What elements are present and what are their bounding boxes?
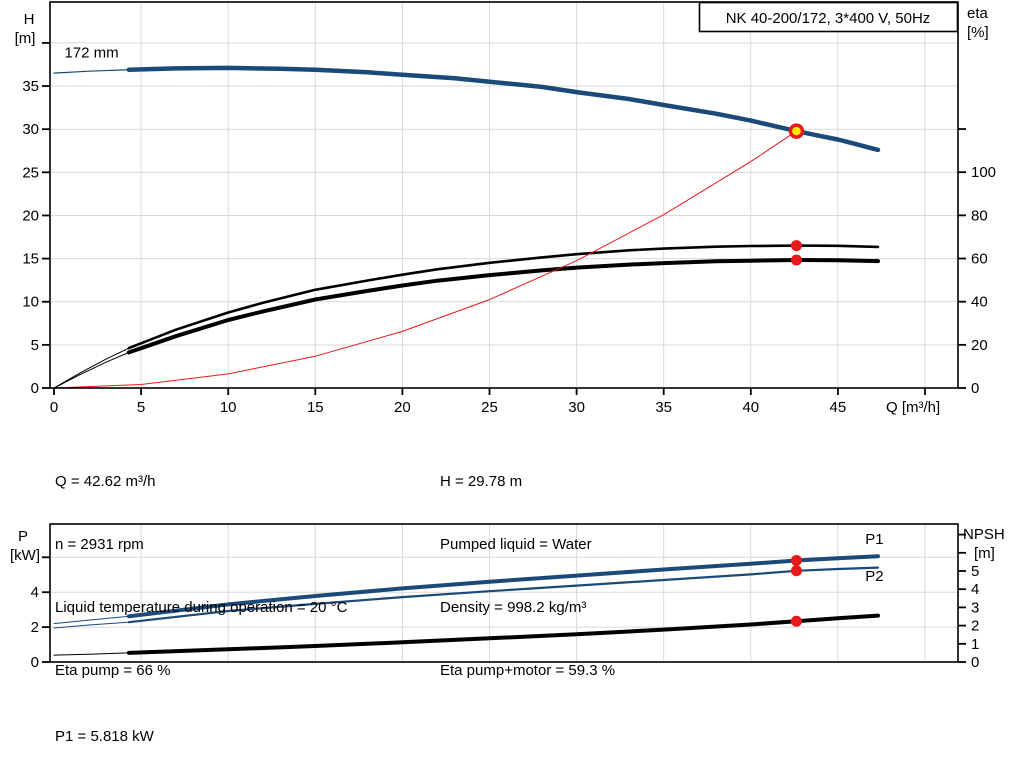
info-liquid-temperature: Liquid temperature during operation = 20… [55, 599, 348, 616]
npsh-lead-in [53, 652, 130, 656]
y-right-tick-label: 1 [971, 636, 979, 653]
info-speed: n = 2931 rpm [55, 536, 144, 553]
eta-pump-motor-curve [126, 258, 880, 355]
x-tick-label: 45 [830, 399, 847, 416]
x-tick-label: 30 [568, 399, 585, 416]
x-tick-label: 5 [137, 399, 145, 416]
y-left-tick-label: 0 [31, 654, 39, 671]
y-right-tick-label: 2 [971, 618, 979, 635]
p2-lead-in [53, 621, 130, 629]
duty-marker-dot [790, 240, 802, 252]
duty-marker-dot [790, 615, 802, 627]
x-tick-label: 15 [307, 399, 324, 416]
head-axis-title: H [24, 11, 35, 28]
eta-pump-lead-in [53, 347, 130, 389]
y-right-tick-label: 5 [971, 563, 979, 580]
y-left-tick-label: 2 [31, 619, 39, 636]
duty-info-left-column: Q = 42.62 m³/h n = 2931 rpm Liquid tempe… [55, 429, 347, 723]
p1-curve [126, 554, 880, 619]
eta-pump-curve [127, 244, 880, 350]
y-left-tick-label: 5 [31, 337, 39, 354]
y-right-tick-label: 100 [971, 164, 996, 181]
y-right-tick-label: 3 [971, 599, 979, 616]
eta-axis-title: eta [967, 5, 989, 22]
p1-lead-in [53, 615, 130, 625]
y-left-tick-label: 25 [22, 164, 39, 181]
npsh-axis-unit: [m] [974, 545, 995, 562]
operating-point-marker [788, 123, 805, 139]
x-tick-label: 10 [220, 399, 237, 416]
x-tick-label: 20 [394, 399, 411, 416]
result-panel: P1 = 5.818 kW P2 = 5.227 kW NPSH = 2.24 … [55, 684, 397, 781]
duty-marker-dot [790, 254, 802, 266]
y-left-tick-label: 30 [22, 121, 39, 138]
y-left-tick-label: 0 [31, 380, 39, 397]
y-right-tick-label: 4 [971, 581, 979, 598]
npsh-axis-title: NPSH [963, 526, 1005, 543]
head-axis-unit: [m] [15, 30, 36, 47]
y-left-tick-label: 20 [22, 207, 39, 224]
charts-layer: 0 5 10 15 20 25 30 35 40 450510152025303502040608… [22, 1, 996, 671]
plot-border [49, 1, 959, 389]
info-flow: Q = 42.62 m³/h [55, 473, 156, 490]
duty-info-right-column: H = 29.78 m Pumped liquid = Water Densit… [440, 429, 615, 723]
pump-type-title: NK 40-200/172, 3*400 V, 50Hz [726, 10, 931, 27]
y-left-tick-label: 10 [22, 294, 39, 311]
y-right-tick-label: 40 [971, 294, 988, 311]
duty-marker-dot [790, 554, 802, 566]
info-eta-pump: Eta pump = 66 % [55, 662, 171, 679]
y-left-tick-label: 4 [31, 584, 39, 601]
y-left-tick-label: 15 [22, 251, 39, 268]
chart-title-box-frame [698, 1, 959, 33]
flow-axis-title: Q [m³/h] [886, 399, 940, 416]
y-right-tick-label: 0 [971, 654, 979, 671]
x-tick-label: 25 [481, 399, 498, 416]
eta-axis-unit: [%] [967, 24, 989, 41]
head-curve-172mm [126, 65, 881, 153]
y-left-tick-label: 35 [22, 78, 39, 95]
curve-label-P1: P1 [865, 531, 883, 548]
npsh-curve [126, 613, 880, 655]
x-tick-label: 40 [742, 399, 759, 416]
y-right-tick-label: 0 [971, 380, 979, 397]
eta-pump-motor-lead-in [53, 351, 130, 389]
system-curve [53, 130, 797, 389]
y-right-tick-label: 20 [971, 337, 988, 354]
power-axis-title: P [18, 528, 28, 545]
upper-chart: 0 5 10 15 20 25 30 35 40 45 0 5 10 15 20 25 30 35 0 20 40 60 8… [22, 1, 996, 416]
info-density: Density = 998.2 kg/m³ [440, 599, 587, 616]
info-head: H = 29.78 m [440, 473, 523, 490]
result-p1: P1 = 5.818 kW [55, 728, 154, 745]
info-pumped-liquid: Pumped liquid = Water [440, 536, 592, 553]
y-right-tick-label: 80 [971, 207, 988, 224]
head-curve-lead-in [53, 69, 130, 74]
duty-marker-dot [790, 565, 802, 577]
curve-label-172-mm: 172 mm [64, 45, 118, 62]
x-tick-label: 0 [50, 399, 58, 416]
p2-curve [127, 566, 880, 624]
curve-label-P2: P2 [865, 568, 883, 585]
y-right-tick-label: 60 [971, 251, 988, 268]
info-eta-pump-motor: Eta pump+motor = 59.3 % [440, 662, 616, 679]
x-tick-label: 35 [655, 399, 672, 416]
power-axis-unit: [kW] [10, 547, 40, 564]
chart-title-box: NK 40-200/172, 3*400 V, 50Hz [698, 1, 959, 33]
